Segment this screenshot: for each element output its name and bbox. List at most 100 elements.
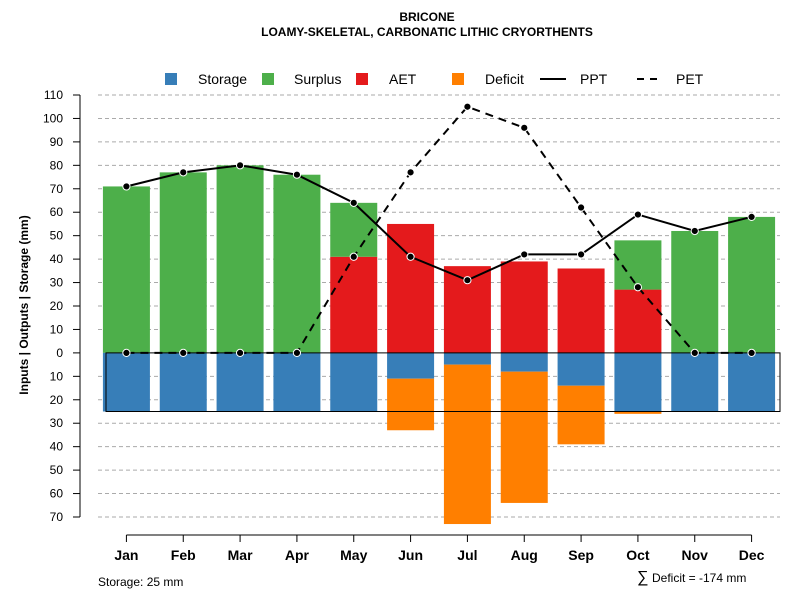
surplus-bar: [102, 186, 150, 353]
storage-bar: [557, 352, 605, 386]
y-tick-label: 20: [50, 393, 64, 407]
storage-footnote: Storage: 25 mm: [98, 575, 183, 589]
deficit-bar: [387, 378, 435, 431]
y-axis-label: Inputs | Outputs | Storage (mm): [17, 215, 31, 394]
x-tick-label: Dec: [739, 547, 765, 563]
surplus-bar: [159, 172, 207, 353]
ppt-point: [292, 170, 302, 179]
legend-label: Deficit: [485, 71, 524, 87]
legend-swatch: [262, 73, 274, 85]
ppt-point: [463, 276, 472, 285]
storage-bar: [216, 352, 264, 412]
deficit-bar: [557, 385, 605, 445]
surplus-bar: [671, 230, 719, 353]
deficit-bar: [614, 411, 662, 414]
storage-bar: [387, 352, 435, 379]
x-tick-label: Feb: [171, 547, 196, 563]
pet-point: [406, 168, 415, 177]
x-tick-label: Mar: [228, 547, 253, 563]
x-tick-label: Jun: [398, 547, 423, 563]
x-tick-label: Jul: [457, 547, 477, 563]
legend-swatch: [165, 73, 177, 85]
ppt-point: [690, 226, 699, 236]
surplus-bar: [728, 216, 776, 353]
surplus-bar: [330, 202, 378, 257]
ppt-point: [235, 161, 245, 170]
ppt-point: [747, 212, 756, 222]
grid-lines: [98, 94, 780, 518]
legend-label: PET: [676, 71, 704, 87]
y-tick-label: 30: [50, 276, 64, 290]
pet-point: [463, 102, 472, 111]
x-tick-label: Sep: [568, 547, 594, 563]
aet-bar: [500, 261, 548, 353]
legend-swatch: [356, 73, 368, 85]
deficit-footnote: Deficit = -174 mm: [652, 571, 746, 585]
ppt-point: [406, 252, 415, 261]
storage-bar: [273, 352, 321, 412]
storage-bar: [671, 352, 719, 412]
pet-point: [633, 283, 643, 292]
x-tick-label: May: [340, 547, 367, 563]
surplus-bar: [614, 240, 662, 290]
storage-bar: [330, 352, 378, 412]
y-tick-label: 90: [50, 135, 64, 149]
y-tick-label: 50: [50, 229, 64, 243]
ppt-point: [179, 168, 188, 177]
x-tick-label: Aug: [511, 547, 538, 563]
aet-bar: [387, 223, 435, 353]
storage-bar: [159, 352, 207, 412]
x-tick-label: Apr: [285, 547, 310, 563]
pet-point: [349, 252, 358, 261]
y-tick-label: 60: [50, 487, 64, 501]
legend-label: Surplus: [294, 71, 341, 87]
chart-legend: Storage Surplus AET Deficit PPT PET: [165, 71, 704, 87]
ppt-line: [126, 164, 752, 282]
pet-point: [235, 348, 245, 357]
chart-title: BRICONE: [399, 10, 454, 24]
chart-subtitle: LOAMY-SKELETAL, CARBONATIC LITHIC CRYORT…: [261, 25, 593, 39]
y-tick-label: 70: [50, 510, 64, 524]
y-tick-label: 50: [50, 463, 64, 477]
y-tick-label: 10: [50, 369, 64, 383]
line-series: [122, 102, 756, 357]
pet-point: [292, 348, 302, 357]
storage-bar: [102, 352, 150, 412]
y-tick-label: 0: [56, 346, 63, 360]
aet-bar: [557, 268, 605, 353]
pet-point: [179, 348, 188, 357]
y-tick-label: 20: [50, 299, 64, 313]
ppt-point: [349, 198, 358, 207]
ppt-point: [122, 182, 131, 191]
pet-line: [126, 105, 752, 354]
y-tick-label: 110: [44, 88, 63, 102]
pet-point: [576, 203, 586, 212]
storage-bar: [443, 352, 491, 365]
aet-bar: [330, 256, 378, 353]
aet-bar: [614, 289, 662, 353]
pet-point: [690, 348, 699, 357]
x-axis: Jan Feb Mar Apr May Jun Jul Aug Sep Oct Nov Dec: [114, 534, 765, 563]
y-tick-label: 40: [50, 252, 64, 266]
surplus-bar: [216, 165, 264, 353]
ppt-point: [633, 210, 643, 219]
legend-swatch: [452, 73, 464, 85]
storage-bar: [728, 352, 776, 412]
storage-capacity-box: [105, 352, 781, 412]
surplus-bar: [273, 174, 321, 353]
storage-bar: [500, 352, 548, 372]
ppt-point: [520, 250, 529, 259]
y-tick-label: 10: [50, 322, 64, 336]
deficit-bar: [443, 364, 491, 525]
y-tick-label: 100: [43, 111, 63, 125]
storage-bar: [614, 352, 662, 412]
pet-point: [747, 348, 756, 357]
x-tick-label: Oct: [626, 547, 650, 563]
y-tick-label: 70: [50, 182, 64, 196]
legend-label: PPT: [580, 71, 608, 87]
sum-symbol: ∑: [637, 569, 648, 586]
x-tick-label: Nov: [682, 547, 709, 563]
bar-series: [102, 165, 781, 525]
